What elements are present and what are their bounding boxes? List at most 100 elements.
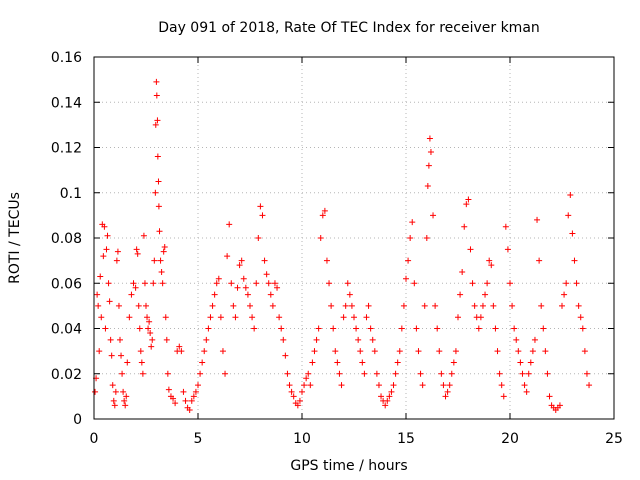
data-point <box>240 275 247 282</box>
data-point <box>197 370 204 377</box>
data-point <box>563 280 570 287</box>
data-point <box>232 314 239 321</box>
data-point <box>96 348 103 355</box>
data-point <box>135 302 142 309</box>
data-point <box>154 117 161 124</box>
data-point <box>446 382 453 389</box>
data-point <box>263 271 270 278</box>
data-point <box>242 284 249 291</box>
data-point <box>307 382 314 389</box>
data-point <box>427 149 434 156</box>
y-tick-label: 0.08 <box>51 231 82 247</box>
data-point <box>101 223 108 230</box>
data-point <box>124 359 131 366</box>
data-point <box>153 92 160 99</box>
data-point <box>160 248 167 255</box>
data-point <box>523 388 530 395</box>
data-point <box>186 406 193 413</box>
data-point <box>471 302 478 309</box>
data-point <box>536 257 543 264</box>
data-point <box>484 280 491 287</box>
data-point <box>150 280 157 287</box>
data-point <box>132 284 139 291</box>
data-point <box>303 375 310 382</box>
data-point <box>540 325 547 332</box>
data-point <box>452 348 459 355</box>
data-point <box>114 248 121 255</box>
data-point <box>492 325 499 332</box>
data-point <box>271 280 278 287</box>
data-point <box>577 314 584 321</box>
chart-title: Day 091 of 2018, Rate Of TEC Index for r… <box>158 20 540 36</box>
data-point <box>153 78 160 85</box>
data-point <box>219 348 226 355</box>
data-point <box>515 348 522 355</box>
data-point <box>338 382 345 389</box>
data-point <box>109 382 116 389</box>
data-point <box>257 203 264 210</box>
data-point <box>351 314 357 321</box>
data-point <box>479 302 486 309</box>
data-point <box>488 262 495 269</box>
data-point <box>373 370 380 377</box>
data-point <box>120 388 127 395</box>
data-point <box>251 325 258 332</box>
x-tick-label: 5 <box>194 431 203 447</box>
data-point <box>336 370 343 377</box>
data-point <box>321 207 328 214</box>
data-point <box>450 359 457 366</box>
data-point <box>136 325 143 332</box>
data-point <box>521 382 528 389</box>
data-point <box>305 370 312 377</box>
data-point <box>579 325 586 332</box>
data-point <box>490 302 497 309</box>
data-point <box>144 314 151 321</box>
data-point <box>117 336 123 343</box>
data-point <box>388 388 395 395</box>
data-point <box>247 302 253 309</box>
data-point <box>432 302 439 309</box>
data-point <box>542 348 549 355</box>
data-point <box>152 121 159 128</box>
data-point <box>430 212 437 219</box>
y-tick-labels: 0 0.02 0.04 0.06 0.08 0.1 0.12 0.14 0.16 <box>51 50 82 428</box>
data-point <box>409 219 416 226</box>
data-point <box>282 352 289 359</box>
axis-ticks <box>93 56 615 420</box>
data-point <box>355 336 362 343</box>
x-tick-label: 15 <box>397 431 415 447</box>
data-point <box>224 253 231 260</box>
data-point <box>494 348 501 355</box>
x-tick-label: 0 <box>90 431 99 447</box>
data-point <box>565 212 572 219</box>
data-point <box>98 314 105 321</box>
data-point <box>172 400 179 407</box>
data-point <box>155 178 162 185</box>
data-point <box>348 302 355 309</box>
data-point <box>357 348 364 355</box>
x-tick-label: 25 <box>605 431 623 447</box>
data-point <box>477 314 484 321</box>
x-axis-label: GPS time / hours <box>290 458 407 474</box>
data-point <box>118 352 125 359</box>
data-point <box>546 393 553 400</box>
data-point <box>162 314 169 321</box>
y-axis-label: ROTI / TECUs <box>7 192 23 284</box>
data-point <box>559 302 565 309</box>
data-point <box>509 302 516 309</box>
data-point <box>163 336 170 343</box>
data-point <box>411 280 418 287</box>
data-point <box>448 370 455 377</box>
data-point <box>253 280 260 287</box>
data-point <box>486 257 493 264</box>
data-point <box>215 275 222 282</box>
data-point <box>149 336 156 343</box>
data-point <box>165 386 172 393</box>
data-point <box>315 325 322 332</box>
data-point <box>586 382 593 389</box>
data-point <box>140 232 147 239</box>
data-point <box>138 359 145 366</box>
data-point <box>217 314 224 321</box>
data-point <box>143 302 149 309</box>
data-point <box>442 393 449 400</box>
